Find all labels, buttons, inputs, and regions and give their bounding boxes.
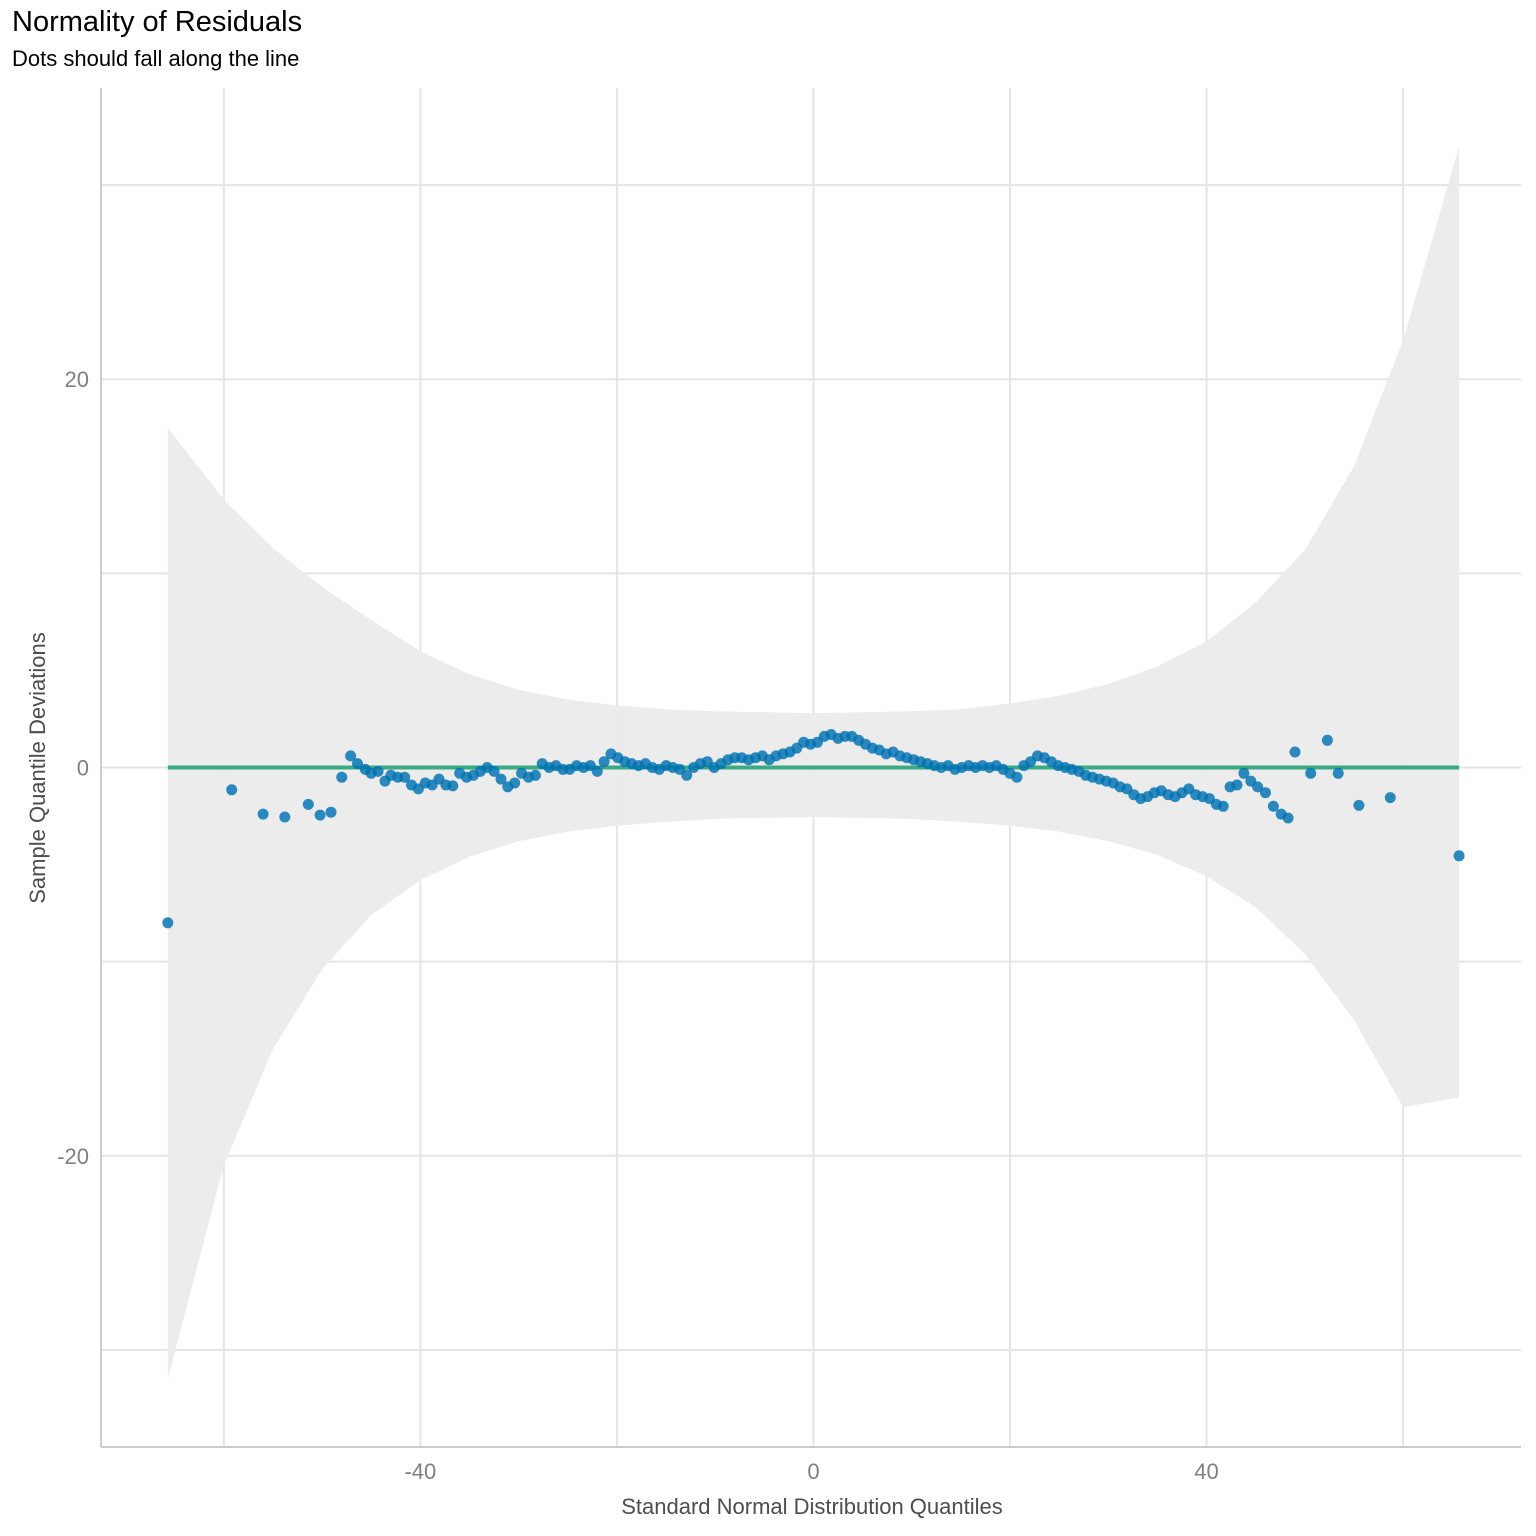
residual-points	[162, 729, 1465, 929]
x-tick-label: 40	[1194, 1459, 1218, 1484]
residual-point	[1289, 746, 1301, 758]
residual-point	[399, 771, 411, 783]
confidence-band	[167, 146, 1460, 1380]
residual-point	[1321, 734, 1333, 746]
residual-point	[447, 780, 459, 792]
residual-point	[488, 765, 500, 777]
residual-point	[279, 811, 291, 823]
y-tick-label: -20	[57, 1144, 89, 1169]
y-tick-label: 20	[65, 367, 89, 392]
residual-point	[1011, 771, 1023, 783]
residual-point	[1267, 800, 1279, 812]
residual-point	[1231, 779, 1243, 791]
residual-point	[1453, 850, 1465, 862]
residual-point	[1305, 767, 1317, 779]
residual-point	[1217, 800, 1229, 812]
residual-point	[302, 798, 314, 810]
residual-point	[591, 765, 603, 777]
axes	[100, 88, 1521, 1448]
residual-point	[1332, 767, 1344, 779]
residual-point	[1260, 787, 1271, 799]
residual-point	[162, 917, 174, 929]
x-axis-label: Standard Normal Distribution Quantiles	[621, 1494, 1003, 1519]
residual-point	[1384, 792, 1396, 804]
residual-point	[314, 809, 326, 821]
residual-point	[1252, 781, 1264, 793]
residual-point	[352, 758, 363, 770]
residual-point	[1353, 799, 1365, 811]
confidence-band-area	[167, 146, 1460, 1380]
chart-title: Normality of Residuals	[12, 6, 303, 38]
residual-point	[529, 769, 541, 781]
residual-point	[257, 808, 269, 820]
x-tick-label: 0	[807, 1459, 819, 1484]
residual-point	[1238, 767, 1250, 779]
y-tick-label: 0	[77, 756, 89, 781]
residual-point	[325, 806, 337, 818]
residual-point	[226, 784, 238, 796]
residual-point	[598, 756, 610, 768]
residual-point	[509, 777, 521, 789]
residual-point	[681, 769, 693, 781]
tick-labels: -40 0 40 20 0 -20	[57, 367, 1219, 1484]
residual-point	[372, 765, 384, 777]
residual-point	[345, 750, 357, 762]
residual-point	[336, 771, 348, 783]
x-tick-label: -40	[404, 1459, 436, 1484]
residual-point	[495, 773, 507, 785]
residual-point	[1282, 812, 1294, 824]
chart-subtitle: Dots should fall along the line	[12, 46, 300, 71]
